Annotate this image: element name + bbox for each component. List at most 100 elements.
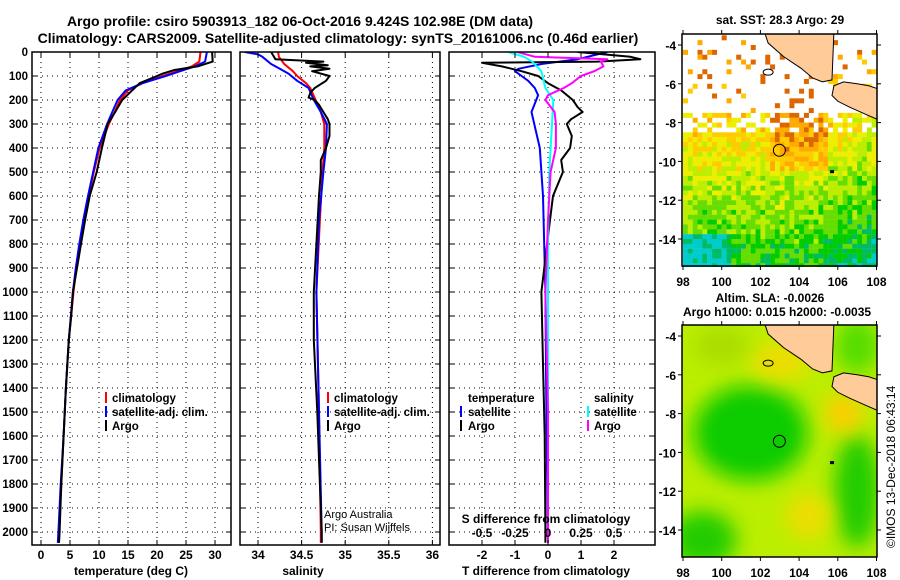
sst-cell xyxy=(799,132,805,138)
sst-cell xyxy=(799,263,805,267)
sst-cell xyxy=(813,263,819,267)
sst-cell xyxy=(765,214,771,220)
sst-cell xyxy=(857,209,863,215)
sst-cell xyxy=(808,171,814,177)
sst-cell xyxy=(852,175,858,181)
depth-tick-label: 500 xyxy=(9,167,28,179)
sst-cell xyxy=(707,214,713,220)
sst-cell xyxy=(745,180,751,186)
sst-cell xyxy=(823,171,829,177)
sst-cell xyxy=(726,175,732,181)
sst-cell xyxy=(697,175,703,181)
sst-cell xyxy=(745,122,751,128)
sst-cell xyxy=(857,127,863,133)
sst-cell xyxy=(866,185,872,191)
sst-cell xyxy=(741,253,747,259)
sst-cell xyxy=(760,175,766,181)
sst-cell xyxy=(726,200,732,206)
sst-cell xyxy=(770,137,776,143)
sst-cell xyxy=(712,166,718,172)
sst-cell xyxy=(794,200,800,206)
depth-tick-label: 800 xyxy=(9,239,28,251)
sst-cell xyxy=(828,156,834,162)
x-tick-label: 0 xyxy=(545,548,552,562)
sst-cell xyxy=(861,243,867,249)
sst-cell xyxy=(842,258,848,264)
sst-cell xyxy=(794,171,800,177)
sst-cell xyxy=(774,146,780,152)
s-diff-tick-label: -0.5 xyxy=(472,526,493,540)
sst-cell xyxy=(784,190,790,196)
sst-cell xyxy=(789,166,795,172)
sst-cell xyxy=(712,180,718,186)
sst-cell xyxy=(837,161,843,167)
sst-cell xyxy=(803,258,809,264)
sst-cell xyxy=(823,234,829,240)
sst-cell xyxy=(779,185,785,191)
sst-cell xyxy=(813,156,819,162)
sst-cell xyxy=(760,151,766,157)
sst-cell xyxy=(871,161,877,167)
sst-cell xyxy=(716,219,722,225)
sst-cell xyxy=(847,142,853,147)
sst-cell xyxy=(755,161,761,167)
sst-cell xyxy=(857,229,863,235)
sst-cell xyxy=(832,156,838,162)
sst-cell xyxy=(861,166,867,172)
sst-cell xyxy=(857,248,863,254)
sst-cell xyxy=(828,248,834,254)
sst-cell xyxy=(779,239,785,244)
sst-cell xyxy=(770,263,776,267)
sst-cell xyxy=(861,253,867,259)
sst-cell xyxy=(736,185,742,191)
sst-cell xyxy=(799,137,805,143)
sst-cell xyxy=(721,180,727,186)
series-line-s-satellite xyxy=(508,52,555,543)
sst-cell xyxy=(871,209,877,215)
sst-cell xyxy=(692,166,698,172)
sst-cell xyxy=(861,214,867,220)
sst-cell xyxy=(823,209,829,215)
sst-cell xyxy=(712,49,718,55)
sst-cell xyxy=(794,219,800,225)
sst-cell xyxy=(866,224,872,230)
sst-cell xyxy=(707,166,713,172)
sst-cell xyxy=(789,180,795,186)
sst-cell xyxy=(755,142,761,147)
sst-cell xyxy=(852,112,858,118)
sst-cell xyxy=(784,248,790,254)
sst-cell xyxy=(736,156,742,162)
sst-cell xyxy=(861,195,867,201)
sst-cell xyxy=(794,209,800,215)
sst-cell xyxy=(745,253,751,259)
sst-cell xyxy=(765,156,771,162)
sst-cell xyxy=(803,185,809,191)
salinity-panel: 34 34.5 35 35.5 36 salinity xyxy=(239,51,441,578)
sst-cell xyxy=(765,224,771,230)
sst-cell xyxy=(779,166,785,172)
latitude-tick-label: -6 xyxy=(665,78,676,92)
sst-cell xyxy=(818,224,824,230)
depth-tick-label: 1100 xyxy=(3,311,28,323)
sst-cell xyxy=(794,239,800,244)
sst-cell xyxy=(721,239,727,244)
sst-cell xyxy=(813,190,819,196)
sst-cell xyxy=(707,229,713,235)
sst-cell xyxy=(683,234,688,240)
temperature-panel: 0 5 10 15 20 25 30 temperature (deg C) xyxy=(31,51,232,578)
sst-cell xyxy=(871,239,877,244)
sst-cell xyxy=(745,151,751,157)
sst-cell xyxy=(697,214,703,220)
sst-cell xyxy=(770,258,776,264)
sst-cell xyxy=(818,258,824,264)
sst-cell xyxy=(789,122,795,128)
sst-cell xyxy=(837,195,843,201)
longitude-tick-label: 100 xyxy=(712,275,732,289)
sst-cell xyxy=(823,205,829,211)
sst-cell xyxy=(712,175,718,181)
sst-cell xyxy=(803,195,809,201)
sst-cell xyxy=(871,219,877,225)
x-tick-label: -1 xyxy=(510,548,521,562)
sst-cell xyxy=(823,248,829,254)
sst-cell xyxy=(736,180,742,186)
